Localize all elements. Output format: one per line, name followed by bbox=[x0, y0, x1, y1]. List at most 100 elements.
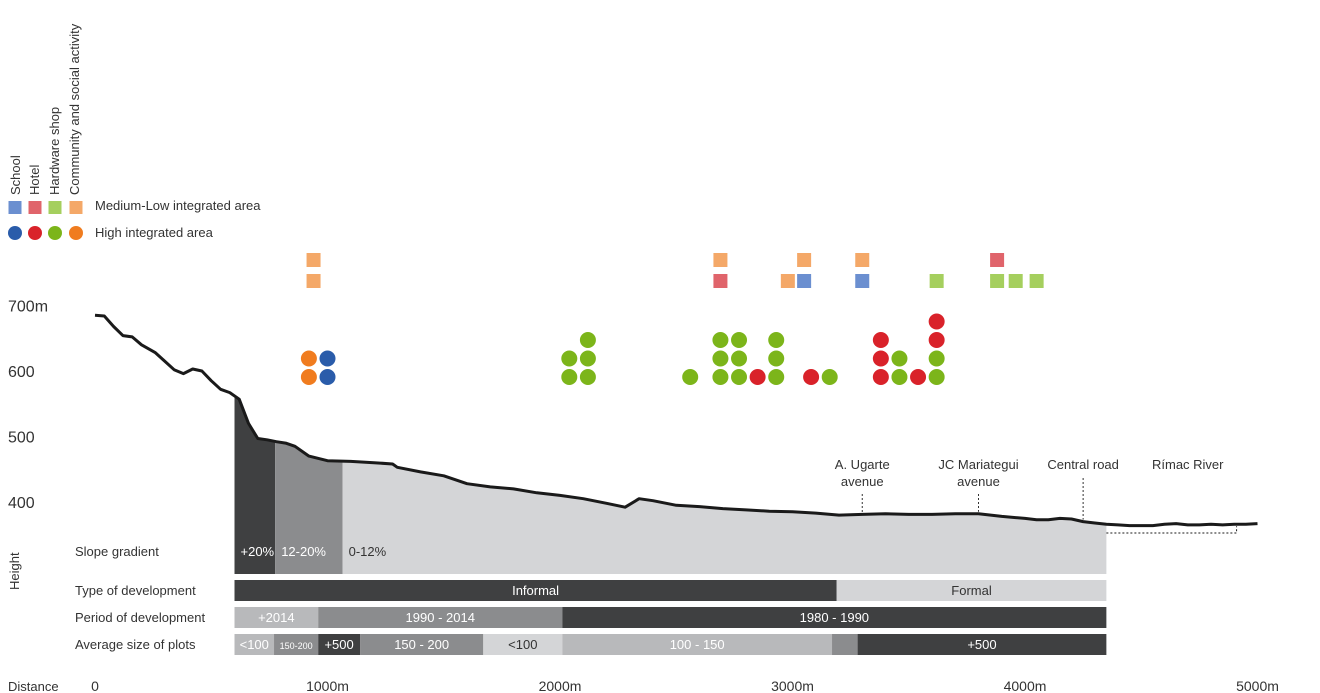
row-segment bbox=[857, 634, 1107, 655]
legend-circle-3 bbox=[69, 226, 83, 240]
slope-band-label: 12-20% bbox=[281, 544, 326, 559]
facility-high-marker bbox=[872, 369, 889, 385]
row-label: Period of development bbox=[75, 610, 205, 625]
x-tick-label: 3000m bbox=[771, 678, 814, 693]
facility-medium-low-marker bbox=[797, 253, 812, 267]
facility-high-marker bbox=[682, 369, 699, 385]
facility-high-marker bbox=[561, 369, 578, 385]
legend-square-3 bbox=[69, 201, 83, 214]
x-axis: 0 1000m 2000m 3000m 4000m 5000m bbox=[91, 678, 1279, 693]
landmark-label: Rímac River bbox=[1152, 457, 1224, 472]
terrain-profile-line bbox=[94, 313, 1258, 528]
slope-band-label: 0-12% bbox=[349, 544, 387, 559]
legend-high-label: High integrated area bbox=[95, 225, 214, 240]
row-segment-label: <100 bbox=[508, 637, 537, 652]
facility-high-marker bbox=[712, 369, 729, 385]
facility-high-marker bbox=[731, 332, 748, 348]
row-segment bbox=[360, 634, 484, 655]
slope-gradient-label: Slope gradient bbox=[75, 544, 159, 559]
facility-high-marker bbox=[768, 369, 785, 385]
facility-high-marker bbox=[712, 350, 729, 367]
row-segment-label: 150 - 200 bbox=[394, 637, 449, 652]
row-segment-label: Formal bbox=[951, 583, 992, 598]
legend-category-hardware-shop: Hardware shop bbox=[47, 107, 62, 195]
facility-high-marker bbox=[928, 332, 945, 348]
facility-high-marker bbox=[928, 369, 945, 385]
facility-medium-low-marker bbox=[1008, 274, 1023, 288]
facility-high-marker bbox=[561, 350, 578, 367]
facility-high-marker bbox=[928, 313, 945, 330]
row-segment-label: +500 bbox=[967, 637, 996, 652]
legend-category-hotel: Hotel bbox=[27, 165, 42, 195]
legend-circle-0 bbox=[8, 226, 22, 240]
row-segment-label: <100 bbox=[240, 637, 269, 652]
legend-square-1 bbox=[28, 201, 42, 214]
facility-high-marker bbox=[821, 369, 838, 385]
facility-medium-low-marker bbox=[990, 274, 1005, 288]
legend-category-community: Community and social activity bbox=[67, 23, 82, 195]
row-segment-label: +500 bbox=[324, 637, 353, 652]
slope-band-1 bbox=[275, 441, 343, 574]
row-segment bbox=[318, 607, 563, 628]
attribute-rows: Type of development Informal Formal Period … bbox=[75, 580, 1107, 655]
facility-high-marker bbox=[731, 350, 748, 367]
row-segment-label: 150-200 bbox=[280, 641, 313, 651]
facility-medium-low-marker bbox=[1029, 274, 1044, 288]
facility-high-marker bbox=[300, 350, 317, 367]
row-segment bbox=[483, 634, 563, 655]
legend-square-0 bbox=[8, 201, 22, 214]
row-segment-label: 1990 - 2014 bbox=[406, 610, 475, 625]
facility-high-marker bbox=[928, 350, 945, 367]
row-segment bbox=[274, 634, 319, 655]
slope-band-label: +20% bbox=[241, 544, 275, 559]
row-segment-label: +2014 bbox=[258, 610, 295, 625]
facility-high-marker bbox=[872, 332, 889, 348]
facility-high-marker bbox=[768, 332, 785, 348]
row-segment bbox=[836, 580, 1107, 601]
x-tick-label: 2000m bbox=[539, 678, 582, 693]
y-tick-label: 700m bbox=[8, 299, 48, 316]
landmark-label: avenue bbox=[841, 474, 884, 489]
row-segment-label: 1980 - 1990 bbox=[800, 610, 869, 625]
facility-high-marker bbox=[731, 369, 748, 385]
legend-circle-2 bbox=[48, 226, 62, 240]
facility-medium-low-marker bbox=[713, 253, 728, 267]
y-tick-label: 400 bbox=[8, 495, 35, 512]
landmark-label: avenue bbox=[957, 474, 1000, 489]
facility-high-marker bbox=[579, 350, 596, 367]
legend: School Hotel Hardware shop Community and… bbox=[8, 23, 261, 240]
facility-medium-low-marker bbox=[713, 274, 728, 288]
facility-high-marker bbox=[891, 350, 908, 367]
river-bed-outline bbox=[1106, 526, 1238, 534]
facility-medium-low-marker bbox=[855, 274, 870, 288]
x-tick-label: 5000m bbox=[1236, 678, 1279, 693]
facility-high-marker bbox=[768, 350, 785, 367]
legend-swatches bbox=[8, 201, 83, 240]
legend-medium-low-label: Medium-Low integrated area bbox=[95, 198, 261, 213]
slope-band-2 bbox=[342, 461, 1107, 574]
facility-high-marker bbox=[872, 350, 889, 367]
y-tick-label: 600 bbox=[8, 364, 35, 381]
facility-high-marker bbox=[749, 369, 766, 385]
facility-high-marker bbox=[300, 369, 317, 385]
y-axis: 700m 600 500 400 bbox=[8, 299, 48, 513]
row-segment bbox=[562, 607, 1107, 628]
facility-high-marker bbox=[910, 369, 927, 385]
row-segment-label: 100 - 150 bbox=[670, 637, 725, 652]
facility-medium-low-marker bbox=[855, 253, 870, 267]
legend-circle-1 bbox=[28, 226, 42, 240]
facility-medium-low-marker bbox=[990, 253, 1005, 267]
row-segment-label: Informal bbox=[512, 583, 559, 598]
row-segment bbox=[234, 607, 319, 628]
facility-high-marker bbox=[891, 369, 908, 385]
facility-high-marker bbox=[803, 369, 820, 385]
facility-medium-low-marker bbox=[780, 274, 795, 288]
slope-band-labels: +20% 12-20% 0-12% bbox=[241, 544, 387, 559]
facility-high-marker bbox=[712, 332, 729, 348]
landmarks: A. Ugarte avenue JC Mariategui avenue Centra… bbox=[835, 457, 1224, 520]
facility-high-marker bbox=[319, 369, 336, 385]
row-label: Average size of plots bbox=[75, 637, 196, 652]
x-axis-title: Distance bbox=[8, 679, 59, 693]
landmark-label: JC Mariategui bbox=[938, 457, 1018, 472]
legend-category-school: School bbox=[8, 155, 23, 195]
